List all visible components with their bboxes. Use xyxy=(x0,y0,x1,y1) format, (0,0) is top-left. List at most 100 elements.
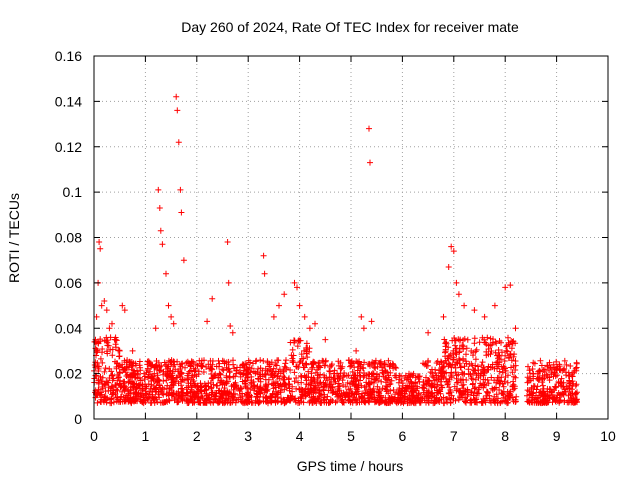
data-point xyxy=(339,363,346,370)
chart-title: Day 260 of 2024, Rate Of TEC Index for r… xyxy=(181,19,519,35)
data-point xyxy=(557,366,564,373)
data-point xyxy=(456,360,463,367)
data-point xyxy=(103,348,110,355)
data-point xyxy=(209,366,216,373)
data-point xyxy=(555,378,562,385)
data-point xyxy=(165,302,172,309)
data-point xyxy=(268,371,275,378)
data-point xyxy=(256,397,263,404)
data-point xyxy=(226,373,233,380)
data-point xyxy=(345,392,352,399)
data-point xyxy=(174,107,181,114)
x-tick-label: 7 xyxy=(450,428,458,444)
data-point xyxy=(526,391,533,398)
y-tick-label: 0 xyxy=(74,411,82,427)
data-point xyxy=(526,367,533,374)
data-point xyxy=(145,381,152,388)
data-point xyxy=(495,363,502,370)
data-point xyxy=(382,368,389,375)
data-point xyxy=(502,284,509,291)
data-point xyxy=(375,399,382,406)
data-point xyxy=(282,360,289,367)
data-point xyxy=(95,340,102,347)
data-point xyxy=(118,393,125,400)
x-tick-label: 1 xyxy=(142,428,150,444)
data-point xyxy=(513,393,520,400)
data-point xyxy=(468,388,475,395)
data-point xyxy=(170,320,177,327)
data-point xyxy=(227,323,234,329)
data-point xyxy=(350,379,357,386)
data-point xyxy=(117,384,124,391)
data-point xyxy=(165,363,172,370)
data-point xyxy=(294,284,300,291)
data-point xyxy=(180,257,187,264)
data-point xyxy=(112,358,118,365)
data-point xyxy=(221,380,228,387)
data-point xyxy=(512,396,519,403)
data-point xyxy=(253,357,260,364)
data-point xyxy=(406,395,413,402)
data-point xyxy=(119,361,126,368)
data-point xyxy=(206,365,213,372)
data-point xyxy=(272,361,279,368)
data-point xyxy=(311,378,318,385)
data-point xyxy=(135,371,142,378)
data-point xyxy=(491,393,498,400)
data-point xyxy=(201,380,208,387)
data-point xyxy=(451,337,458,344)
data-point xyxy=(448,392,455,399)
data-point xyxy=(178,390,185,397)
data-point xyxy=(98,302,105,309)
data-point xyxy=(496,387,503,393)
data-point xyxy=(302,374,309,381)
data-point xyxy=(383,388,390,395)
data-point xyxy=(366,125,372,132)
data-point xyxy=(552,373,559,380)
data-point xyxy=(470,396,477,403)
data-point xyxy=(549,399,556,406)
data-point xyxy=(102,397,109,404)
data-point xyxy=(493,340,500,347)
data-point xyxy=(248,365,255,372)
data-point xyxy=(463,377,470,383)
data-point xyxy=(559,383,566,390)
data-point xyxy=(502,365,508,372)
data-point xyxy=(353,347,360,354)
data-point xyxy=(186,360,193,367)
data-point xyxy=(115,374,122,381)
data-point xyxy=(565,385,571,392)
data-point xyxy=(492,338,499,345)
data-point xyxy=(337,393,343,400)
data-point xyxy=(121,307,128,314)
data-point xyxy=(301,364,308,371)
data-point xyxy=(393,372,400,379)
data-point xyxy=(282,381,289,388)
data-point xyxy=(316,363,322,370)
data-point xyxy=(508,364,514,371)
x-tick-label: 5 xyxy=(347,428,355,444)
data-point xyxy=(197,399,203,406)
data-point xyxy=(461,302,468,309)
data-point xyxy=(161,359,168,366)
data-point xyxy=(505,355,512,362)
data-point xyxy=(340,382,347,388)
data-point xyxy=(530,382,537,389)
data-point xyxy=(524,392,530,399)
data-point xyxy=(353,399,360,406)
data-point xyxy=(385,357,392,364)
y-tick-label: 0.04 xyxy=(55,320,82,336)
data-point xyxy=(344,379,351,386)
data-point xyxy=(305,389,312,395)
data-point xyxy=(209,375,216,382)
data-point xyxy=(389,360,396,367)
data-point xyxy=(232,379,239,386)
data-point xyxy=(376,390,383,397)
data-point xyxy=(163,270,169,277)
data-point xyxy=(561,357,568,364)
data-point xyxy=(420,384,427,391)
data-point xyxy=(494,377,501,383)
data-point xyxy=(291,369,298,376)
data-point xyxy=(540,392,547,399)
data-point xyxy=(175,368,182,375)
